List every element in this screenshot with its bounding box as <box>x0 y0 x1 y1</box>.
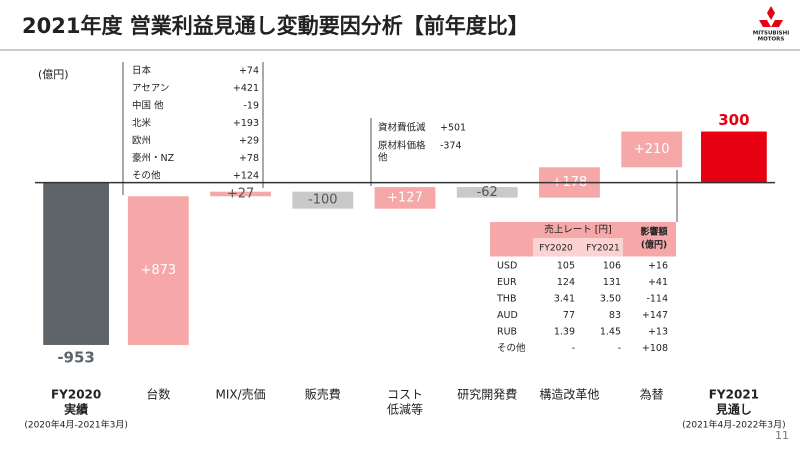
table-header: FY2020 <box>539 244 573 254</box>
breakdown-value: +78 <box>239 153 259 164</box>
category-label: 研究開発費 <box>457 387 517 402</box>
table-cell: 106 <box>603 261 621 272</box>
breakdown-label: 日本 <box>132 65 152 77</box>
category-label: 見通し <box>715 402 752 417</box>
bar <box>456 187 518 198</box>
table-subheader-bg <box>533 238 623 257</box>
table-cell: 105 <box>557 261 575 272</box>
y-unit: (億円) <box>38 68 69 81</box>
category-label: 販売費 <box>305 387 341 402</box>
table-cell: 1.39 <box>554 327 575 338</box>
breakdown-value: +193 <box>233 118 259 129</box>
page-number: 11 <box>775 429 789 442</box>
table-cell: THB <box>496 294 516 305</box>
table-header: FY2021 <box>586 244 620 254</box>
table-cell: 3.50 <box>600 294 621 305</box>
category-label: FY2021 <box>709 388 759 402</box>
logo-text: MOTORS <box>758 37 785 43</box>
logo-text: MITSUBISHI <box>753 31 790 37</box>
bar <box>701 131 767 183</box>
table-cell: USD <box>497 261 517 272</box>
period-note: (2020年4月-2021年3月) <box>24 419 128 431</box>
breakdown-value: -19 <box>243 101 259 112</box>
table-cell: - <box>572 343 575 354</box>
bar <box>43 182 109 345</box>
table-cell: 131 <box>603 277 621 288</box>
table-cell: -114 <box>646 294 668 305</box>
value-label: 300 <box>718 111 749 129</box>
breakdown-value: +74 <box>239 66 259 77</box>
table-header: (億円) <box>641 239 667 251</box>
table-cell: +108 <box>642 343 668 354</box>
breakdown-value: -374 <box>440 141 462 152</box>
value-label: -62 <box>477 185 498 200</box>
category-label: 為替 <box>640 388 664 402</box>
breakdown-value: +124 <box>233 171 259 182</box>
logo-mark <box>759 6 783 27</box>
table-cell: AUD <box>497 310 518 321</box>
category-label: 低減等 <box>387 402 423 417</box>
breakdown-label: 他 <box>378 152 388 164</box>
table-cell: 83 <box>609 310 621 321</box>
value-label: +127 <box>387 190 423 205</box>
table-cell: - <box>618 343 621 354</box>
breakdown-value: +501 <box>440 123 466 134</box>
bar <box>292 191 354 209</box>
breakdown-label: 資材費低減 <box>378 122 426 134</box>
table-header: 影響額 <box>640 226 667 238</box>
table-cell: RUB <box>497 327 517 338</box>
breakdown-label: 中国 他 <box>132 100 164 112</box>
breakdown-label: 原材料価格 <box>378 140 426 152</box>
table-cell: 1.45 <box>600 327 621 338</box>
breakdown-label: アセアン <box>132 83 169 94</box>
category-label: MIX/売価 <box>215 387 265 402</box>
table-cell: +147 <box>642 310 668 321</box>
breakdown-value: +421 <box>233 83 259 94</box>
category-label: 台数 <box>146 387 170 402</box>
category-label: FY2020 <box>51 388 101 402</box>
value-label: +210 <box>634 142 670 157</box>
table-cell: +41 <box>648 277 668 288</box>
slide-title: 2021年度 営業利益見通し変動要因分析【前年度比】 <box>22 14 529 38</box>
value-label: +873 <box>140 263 176 278</box>
breakdown-label: 欧州 <box>132 135 151 147</box>
table-cell: +13 <box>648 327 668 338</box>
bar <box>621 131 683 168</box>
value-label: -953 <box>57 348 95 366</box>
table-cell: 124 <box>557 277 575 288</box>
callout-lines <box>122 62 678 222</box>
table-cell: 3.41 <box>554 294 575 305</box>
value-label: -100 <box>308 193 338 208</box>
breakdown-label: 北米 <box>132 117 152 129</box>
period-note: (2021年4月-2022年3月) <box>682 419 786 431</box>
table-cell: +16 <box>648 261 668 272</box>
value-label: +27 <box>227 186 254 201</box>
table-cell: EUR <box>497 277 517 288</box>
category-label: 構造改革他 <box>539 388 599 402</box>
bar <box>127 196 189 345</box>
table-cell: その他 <box>497 342 526 354</box>
table-cell: 77 <box>563 310 575 321</box>
breakdown-label: その他 <box>132 170 161 182</box>
bar <box>210 191 271 197</box>
breakdown-value: +29 <box>239 136 259 147</box>
bar <box>374 187 436 209</box>
breakdown-label: 豪州・NZ <box>132 152 175 164</box>
table-header: 売上レート [円] <box>544 224 611 236</box>
category-label: コスト <box>387 388 423 402</box>
category-label: 実績 <box>64 402 88 417</box>
